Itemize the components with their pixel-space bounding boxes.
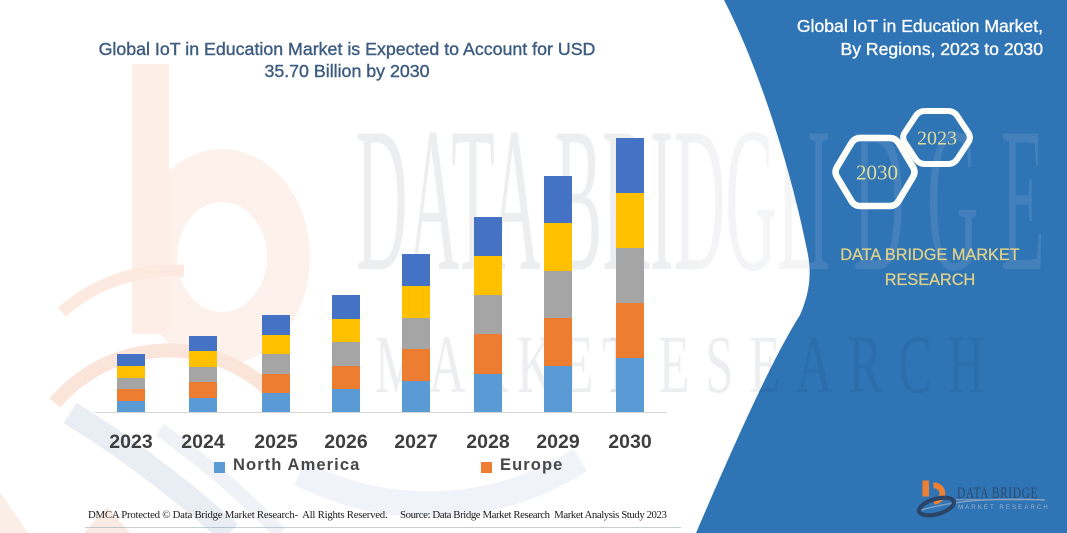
svg-text:2030: 2030 xyxy=(856,161,898,185)
svg-text:DATA BRIDGE: DATA BRIDGE xyxy=(957,484,1038,501)
svg-text:2023: 2023 xyxy=(917,128,957,150)
svg-text:DATA BRIDGE: DATA BRIDGE xyxy=(356,86,820,315)
svg-text:MARKET RESEARCH: MARKET RESEARCH xyxy=(958,504,1050,511)
